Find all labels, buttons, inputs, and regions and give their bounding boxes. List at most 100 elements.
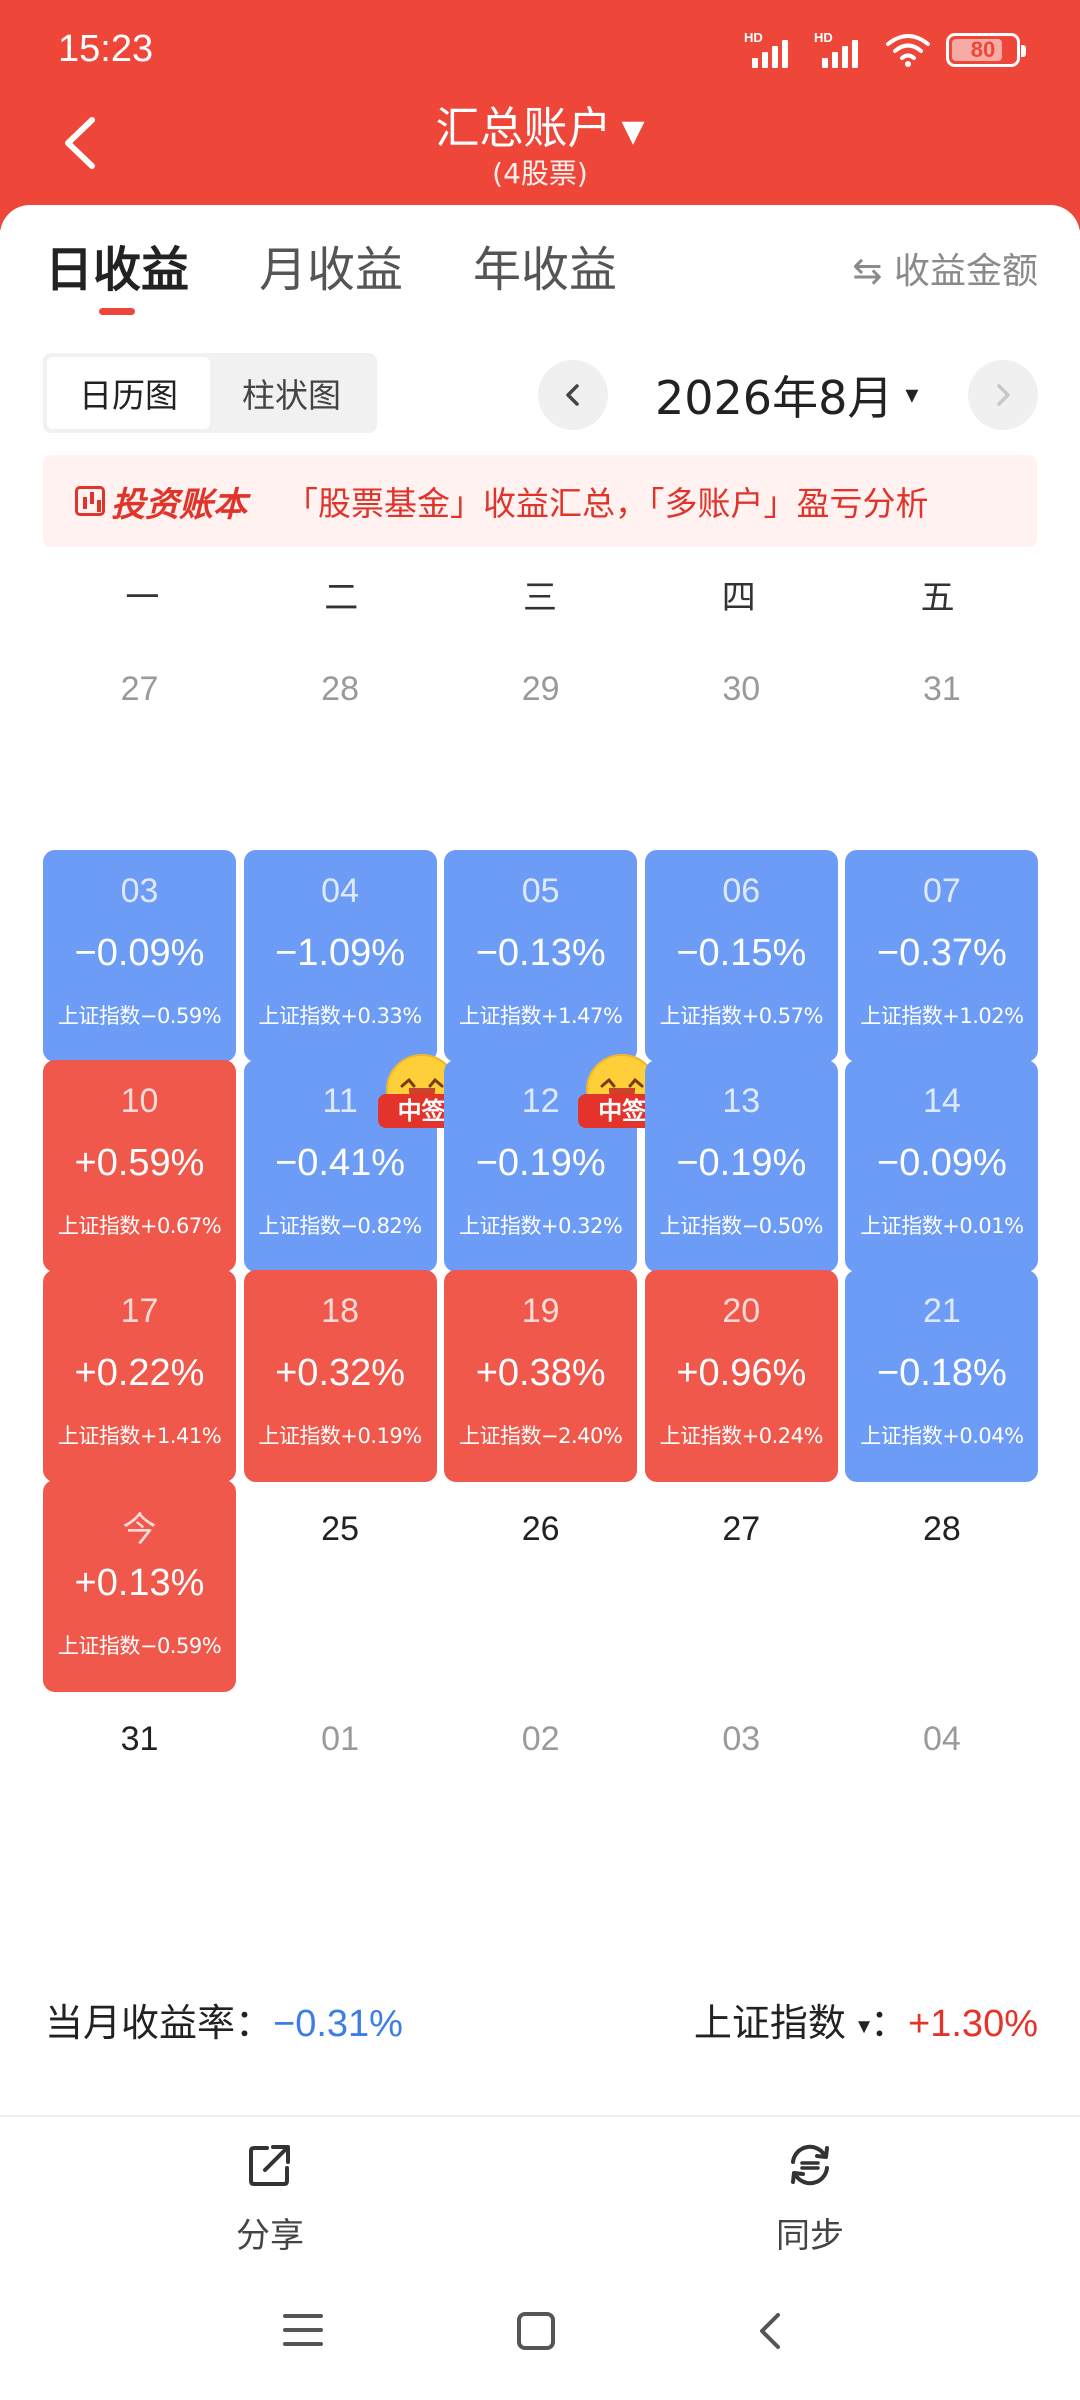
day-number: 11 [322,1082,358,1120]
index-change: 上证指数+0.19% [258,1424,422,1448]
calendar-day-cell[interactable]: 今 +0.13% 上证指数−0.59% [43,1480,236,1692]
index-change: 上证指数+0.57% [659,1004,824,1028]
signal-icon: HD [744,30,800,68]
calendar-day-cell[interactable]: 20 +0.96% 上证指数+0.24% [644,1270,838,1482]
tab-daily[interactable]: 日收益 [45,230,189,315]
tab-monthly[interactable]: 月收益 [259,230,403,300]
index-change: 上证指数−0.82% [258,1214,422,1238]
battery-level [952,39,1002,61]
day-number: 03 [120,872,159,910]
calendar-day-cell[interactable]: 04 −1.09% 上证指数+0.33% [243,850,437,1062]
day-number: 今 [122,1511,157,1549]
page-subtitle: (4股票) [492,157,588,190]
month-label: 2026年8月 [655,371,894,425]
tab-yearly[interactable]: 年收益 [473,230,617,300]
calendar-day-cell[interactable]: 12 −0.19% 上证指数+0.32% [444,1060,638,1272]
weekday-label: 四 [721,578,756,618]
sync-icon [791,2144,829,2186]
index-change: 上证指数+0.33% [258,1004,422,1028]
share-button[interactable]: 分享 [170,2140,370,2257]
day-number: 30 [722,670,761,708]
weekday-label: 一 [125,578,160,618]
monthly-return-label: 当月收益率： [45,2001,274,2045]
day-number: 25 [321,1510,359,1548]
chevron-right-icon [997,384,1010,406]
toggle-amount-button[interactable]: ⇆ 收益金额 [852,251,1038,292]
monthly-return: 当月收益率：−0.31% [45,1992,403,2047]
index-change: 上证指数−0.59% [57,1004,222,1028]
calendar-day-cell[interactable]: 06 −0.15% 上证指数+0.57% [644,850,838,1062]
daily-return: −0.19% [475,1142,606,1184]
index-change: 上证指数+1.02% [860,1004,1024,1028]
back-button[interactable] [52,108,112,178]
index-return[interactable]: 上证指数 ▾：+1.30% [694,1992,1038,2047]
daily-return: −1.09% [275,932,406,974]
view-calendar-button[interactable]: 日历图 [47,357,210,429]
daily-return: +0.32% [275,1352,406,1394]
day-number: 29 [521,670,560,708]
calendar-day-cell: 31 [43,1690,236,1902]
caret-down-icon: ▼ [621,113,645,149]
prev-month-button[interactable] [538,360,608,430]
day-number: 07 [922,872,961,910]
daily-return: −0.41% [275,1142,406,1184]
view-switch: 日历图 柱状图 [43,353,377,433]
index-change: 上证指数+0.04% [860,1424,1024,1448]
calendar-day-cell[interactable]: 13 −0.19% 上证指数−0.50% [644,1060,838,1272]
day-number: 01 [321,1720,359,1758]
index-change: 上证指数−0.59% [57,1634,222,1658]
monthly-return-value: −0.31% [273,2003,403,2045]
next-month-button[interactable] [968,360,1038,430]
calendar-day-cell: 30 [645,640,838,852]
month-selector[interactable]: 2026年8月 ▾ [655,360,918,430]
daily-return: −0.19% [676,1142,807,1184]
calendar-day-cell: 26 [444,1480,637,1692]
menu-icon[interactable] [282,2310,324,2350]
weekday-label: 三 [522,578,557,618]
calendar-day-cell[interactable]: 05 −0.13% 上证指数+1.47% [444,850,638,1062]
calendar-day-cell: 28 [244,640,437,852]
calendar-day-cell: 31 [845,640,1038,852]
index-change: 上证指数+0.32% [459,1214,623,1238]
day-number: 03 [722,1720,761,1758]
index-change: 上证指数+0.01% [860,1214,1024,1238]
calendar-day-cell[interactable]: 21 −0.18% 上证指数+0.04% [845,1270,1039,1482]
calendar-day-cell[interactable]: 19 +0.38% 上证指数−2.40% [444,1270,638,1482]
promo-banner[interactable]: 投资账本 「股票基金」收益汇总，「多账户」盈亏分析 [43,455,1037,547]
face-eyes [400,1078,444,1088]
page-title: 汇总账户 [435,103,612,154]
day-number: 31 [922,670,961,708]
view-bar-chart-button[interactable]: 柱状图 [242,376,341,415]
index-selector-label: 上证指数 [693,2001,846,2045]
home-icon[interactable] [515,2310,557,2352]
signal-icon: HD [814,30,870,68]
daily-return: −0.37% [876,932,1007,974]
share-label: 分享 [236,2216,304,2256]
day-number: 12 [521,1082,560,1120]
account-selector[interactable]: 汇总账户 ▼ [0,92,1080,156]
calendar-day-cell[interactable]: 07 −0.37% 上证指数+1.02% [845,850,1039,1062]
calendar-day-cell[interactable]: 14 −0.09% 上证指数+0.01% [845,1060,1039,1272]
index-separator: ： [870,2001,909,2045]
day-number: 28 [321,670,359,708]
profit-tabs: 日收益 月收益 年收益 [45,230,617,315]
calendar-day-cell: 27 [645,1480,838,1692]
index-change: 上证指数−2.40% [459,1424,623,1448]
calendar-day-cell[interactable]: 10 +0.59% 上证指数+0.67% [43,1060,236,1272]
calendar-day-cell: 25 [244,1480,437,1692]
calendar-day-cell[interactable]: 17 +0.22% 上证指数+1.41% [43,1270,236,1482]
daily-return: −0.09% [74,932,205,974]
signal-hd-label: HD [814,30,833,45]
system-nav-bar [0,2290,1080,2380]
back-nav-icon[interactable] [752,2310,788,2352]
calendar-day-cell[interactable]: 18 +0.32% 上证指数+0.19% [243,1270,437,1482]
sync-label: 同步 [776,2216,844,2256]
daily-return: +0.38% [475,1352,606,1394]
status-bar: 15:23 HD HD 80 [0,0,1080,100]
calendar-day-cell[interactable]: 03 −0.09% 上证指数−0.59% [43,850,236,1062]
sync-button[interactable]: 同步 [710,2140,910,2257]
day-number: 19 [521,1292,560,1330]
index-return-value: +1.30% [908,2003,1038,2045]
day-number: 18 [321,1292,359,1330]
day-number: 28 [922,1510,961,1548]
